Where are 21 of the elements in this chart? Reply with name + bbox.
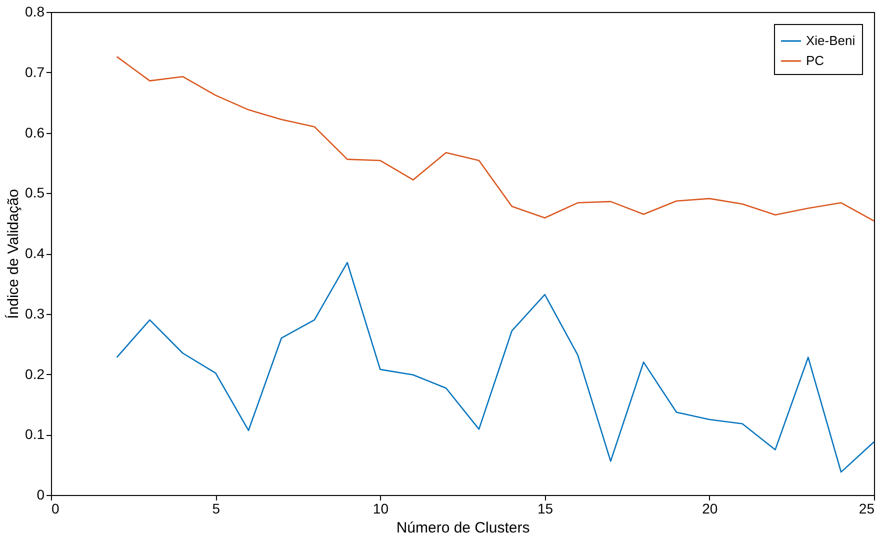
y-tick-label: 0.7 [25,64,45,80]
x-tick-label: 5 [212,500,220,516]
x-tick-label: 15 [538,500,554,516]
legend-label: Xie-Beni [806,33,856,48]
x-axis-title: Número de Clusters [396,520,530,536]
y-tick-label: 0.5 [25,184,45,201]
x-tick-label: 0 [52,500,60,516]
line-series [116,262,875,473]
x-tick-label: 10 [372,500,389,516]
x-tick-label: 25 [858,500,875,516]
y-tick-label: 0.8 [25,4,45,20]
y-axis-title: Índice de Validação [4,189,22,319]
line-series [116,56,875,222]
y-tick-label: 0.3 [25,305,45,322]
y-tick-label: 0.2 [25,366,45,382]
legend-label: PC [806,53,824,68]
y-tick-label: 0.1 [25,426,45,442]
y-tick-label: 0 [36,486,45,502]
y-tick-label: 0.6 [25,124,45,140]
y-tick-label: 0.4 [25,245,45,261]
x-tick-label: 20 [702,500,718,516]
